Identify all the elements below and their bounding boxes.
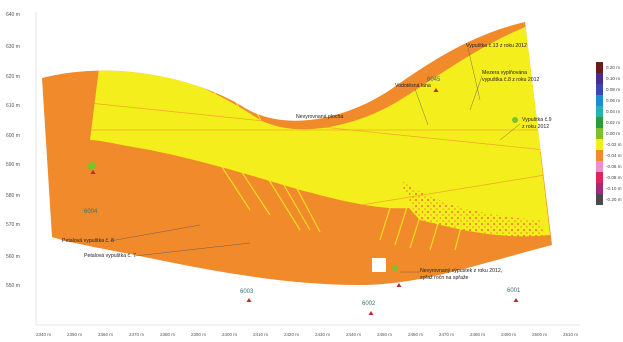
annotation-petalova-7: Petalová vypuštka č. 7 <box>84 253 136 259</box>
x-tick-label: 2380 m <box>160 332 176 337</box>
marker-extra <box>396 283 402 287</box>
legend-swatch <box>596 128 603 139</box>
y-tick-label: 580 m <box>6 193 20 199</box>
legend-label: -0.02 m <box>606 142 622 147</box>
x-tick-label: 2430 m <box>315 332 331 337</box>
x-tick-label: 2410 m <box>253 332 269 337</box>
point-label-6004: 6004 <box>84 209 98 215</box>
legend-label: 0.04 m <box>606 109 621 114</box>
legend-label: 0.10 m <box>606 76 621 81</box>
marker-6004-top <box>90 170 96 174</box>
y-tick-label: 590 m <box>6 162 20 168</box>
legend-label: 0.06 m <box>606 98 621 103</box>
legend-label: -0.06 m <box>606 164 622 169</box>
curved-band <box>42 22 552 285</box>
y-tick-label: 630 m <box>6 44 20 50</box>
point-label-6001: 6001 <box>507 288 521 294</box>
legend-label: -0.10 m <box>606 186 622 191</box>
axis-frame <box>35 12 580 326</box>
annotation-nevyrovnany: Nevyrovnaný výpustek z roku 2012, <box>420 268 503 274</box>
annotation-mezera: Mezera vyplňována <box>482 70 527 76</box>
x-tick-label: 2510 m <box>563 332 579 337</box>
x-tick-label: 2370 m <box>129 332 145 337</box>
marker-6002 <box>368 311 374 315</box>
x-tick-label: 2480 m <box>470 332 486 337</box>
annotation-vypustka-13: Vypuštka č.13 z roku 2012 <box>466 43 527 49</box>
y-tick-label: 550 m <box>6 283 20 289</box>
legend-label: -0.08 m <box>606 175 622 180</box>
annotation-vodotesna: Vodotěsná lana <box>395 83 431 89</box>
y-tick-label: 600 m <box>6 133 20 139</box>
y-tick-label: 610 m <box>6 103 20 109</box>
y-tick-label: 620 m <box>6 74 20 80</box>
legend-swatch <box>596 106 603 117</box>
legend-label: 0.02 m <box>606 120 621 125</box>
x-tick-label: 2460 m <box>408 332 424 337</box>
x-tick-label: 2470 m <box>439 332 455 337</box>
legend-swatch <box>596 183 603 194</box>
legend-swatch <box>596 117 603 128</box>
legend-swatch <box>596 194 603 205</box>
legend-swatch <box>596 139 603 150</box>
x-tick-label: 2360 m <box>98 332 114 337</box>
marker-6045 <box>433 88 439 92</box>
annotation-petalova-8: Petalová vypuštka č. 8 <box>62 238 114 244</box>
x-tick-label: 2340 m <box>36 332 52 337</box>
annotation-vypustka-9: Vypuštka č.9 <box>522 117 552 123</box>
marker-6001 <box>513 298 519 302</box>
x-tick-label: 2420 m <box>284 332 300 337</box>
legend-swatch <box>596 84 603 95</box>
legend-swatch <box>596 161 603 172</box>
point-label-6002: 6002 <box>362 301 376 307</box>
legend-swatch <box>596 73 603 84</box>
annotation-vypustka-9-year: z roku 2012 <box>522 124 550 130</box>
x-tick-label: 2450 m <box>377 332 393 337</box>
x-tick-label: 2400 m <box>222 332 238 337</box>
legend-label: -0.20 m <box>606 197 622 202</box>
x-tick-label: 2500 m <box>532 332 548 337</box>
x-tick-label: 2350 m <box>67 332 83 337</box>
annotation-mezera-2: vypuštka č.8 z roku 2012 <box>482 77 540 83</box>
annotation-nevyrovnany-2: spřaž ročn na spřaže <box>420 275 469 281</box>
y-tick-label: 560 m <box>6 254 20 260</box>
legend-label: -0.04 m <box>606 153 622 158</box>
legend-swatch <box>596 172 603 183</box>
leader-lines <box>109 47 521 273</box>
legend-label: 0.00 m <box>606 131 621 136</box>
x-tick-label: 2490 m <box>501 332 517 337</box>
point-label-6003: 6003 <box>240 289 254 295</box>
legend-label: 0.20 m <box>606 65 621 70</box>
legend-swatch <box>596 150 603 161</box>
legend-swatch <box>596 95 603 106</box>
legend-swatch <box>596 62 603 73</box>
survey-points <box>90 88 519 315</box>
y-tick-label: 640 m <box>6 12 20 18</box>
x-tick-label: 2440 m <box>346 332 362 337</box>
y-tick-label: 570 m <box>6 222 20 228</box>
point-label-6045: 6045 <box>427 77 441 83</box>
annotation-nevyrovnana: Nevyrovnaná plocha <box>296 114 344 120</box>
marker-6003 <box>246 298 252 302</box>
x-tick-label: 2390 m <box>191 332 207 337</box>
legend-label: 0.08 m <box>606 87 621 92</box>
